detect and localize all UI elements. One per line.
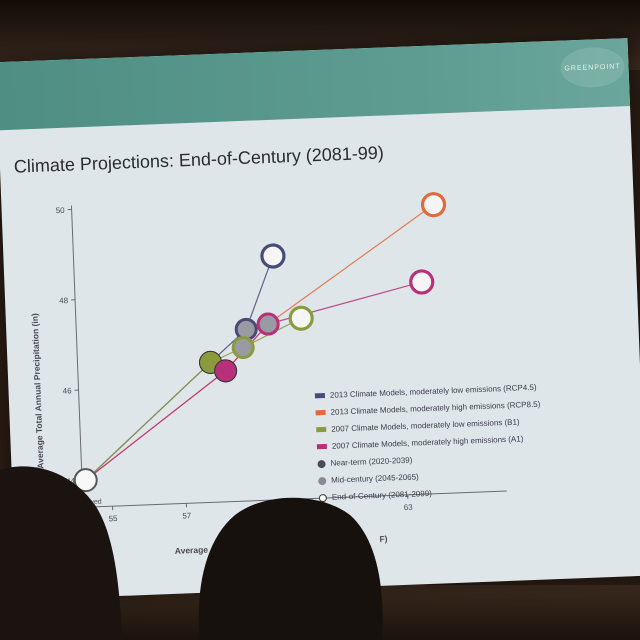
end-marker (409, 269, 435, 295)
x-tick-label: 57 (182, 511, 192, 520)
y-tick-label: 44 (66, 477, 76, 486)
y-tick-label: 46 (62, 386, 72, 395)
end-marker (420, 192, 447, 218)
y-tick-label: 48 (59, 296, 69, 305)
series-line-segment (245, 255, 274, 330)
series-line-segment (267, 204, 434, 325)
end-marker (260, 243, 286, 269)
mid-marker (256, 312, 280, 336)
x-tick-label: 55 (108, 514, 118, 523)
series-markers: Observed (71, 192, 447, 507)
series-line-segment (85, 370, 226, 481)
x-axis-label: Average (175, 545, 209, 556)
projected-slide: GREENPOINT Climate Projections: End-of-C… (0, 38, 640, 600)
mid-marker (231, 336, 255, 360)
series-line-segment (85, 361, 211, 481)
audience-head-left (0, 466, 122, 640)
audience-head-center (198, 497, 383, 640)
y-tick-label: 50 (56, 206, 66, 215)
y-axis-line (70, 205, 84, 508)
x-tick-label: 63 (404, 503, 414, 512)
x-axis-label-suffix: F) (379, 534, 388, 544)
observed-marker (73, 468, 98, 493)
scatter-chart: 44464850555763 Observed Average Total An… (30, 192, 507, 556)
axes: 44 46 48 50 55 57 63 (56, 205, 507, 523)
end-marker (288, 305, 314, 331)
near-marker (214, 359, 238, 383)
